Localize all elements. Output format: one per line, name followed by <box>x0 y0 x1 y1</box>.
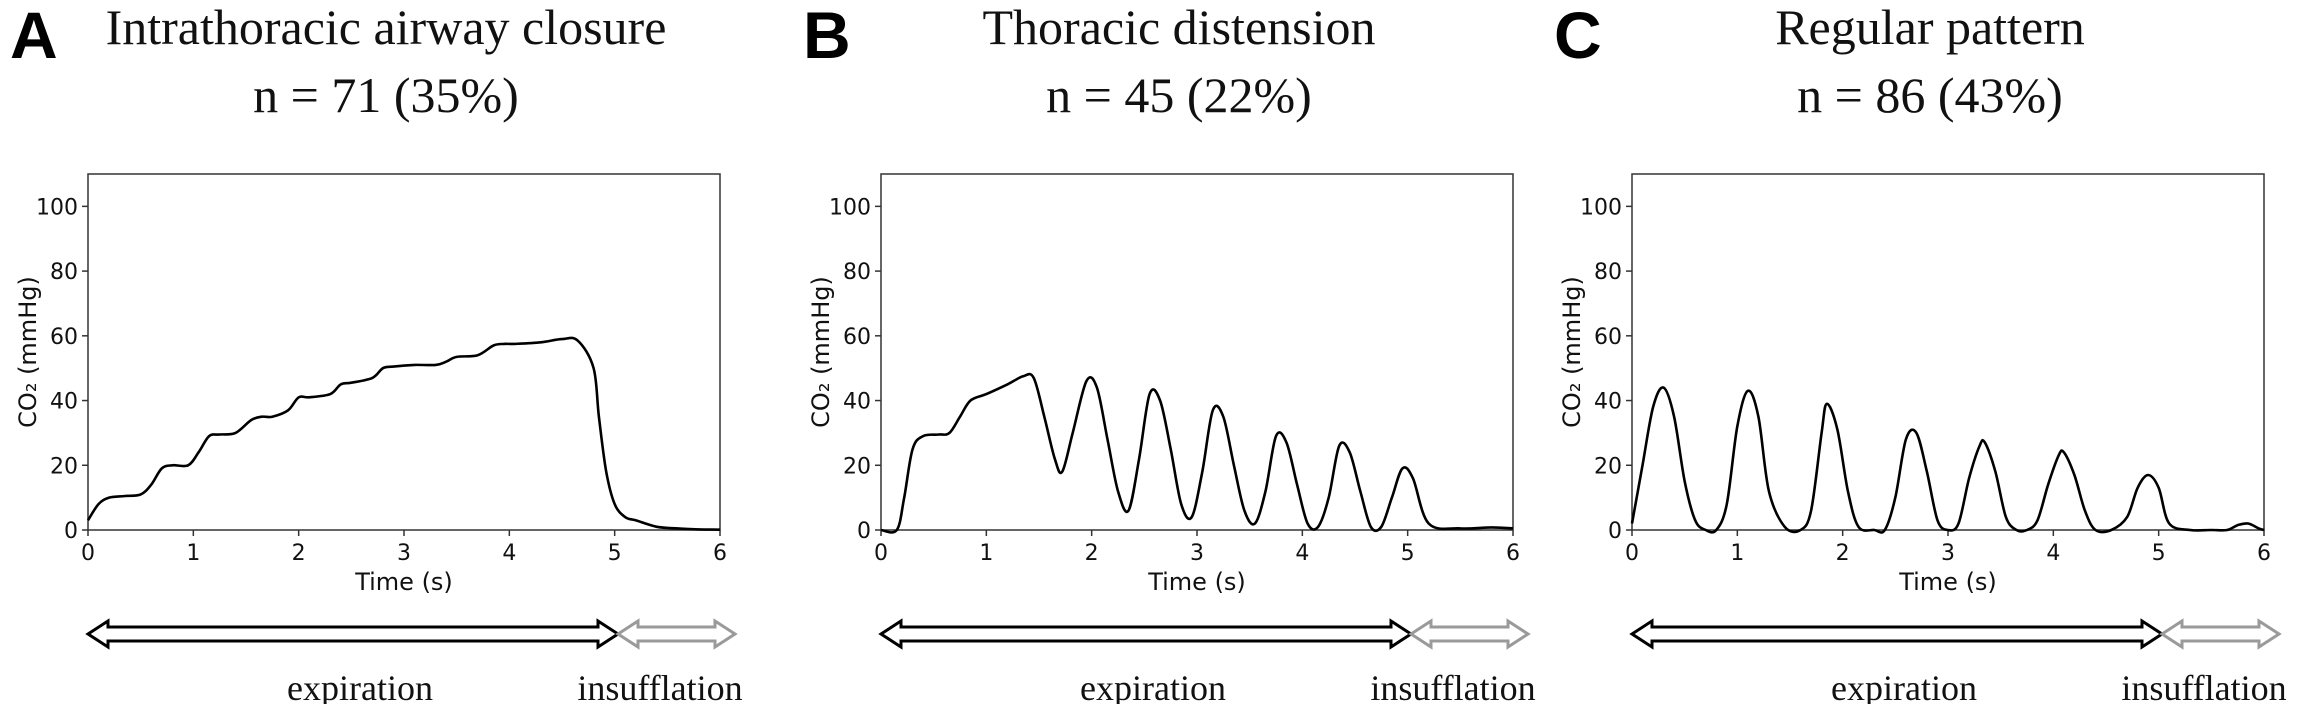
x-axis-label: Time (s) <box>1147 568 1246 596</box>
y-tick-label: 100 <box>1580 195 1622 220</box>
expiration-arrow <box>85 618 621 650</box>
chart-title: Thoracic distension <box>982 0 1376 55</box>
expiration-label: expiration <box>287 668 433 704</box>
x-tick-label: 1 <box>1730 541 1744 566</box>
x-tick-label: 0 <box>1625 541 1639 566</box>
x-tick-label: 2 <box>1085 541 1099 566</box>
y-tick-label: 100 <box>829 195 871 220</box>
insufflation-arrow <box>615 618 738 650</box>
x-axis-label: Time (s) <box>354 568 453 596</box>
x-tick-label: 1 <box>979 541 993 566</box>
insufflation-arrow <box>1408 618 1531 650</box>
y-tick-label: 0 <box>1608 519 1622 544</box>
x-tick-label: 5 <box>608 541 622 566</box>
y-tick-label: 80 <box>1594 260 1622 285</box>
panel-a: A Intrathoracic airway closure n = 71 (3… <box>0 0 772 704</box>
insufflation-label: insufflation <box>2121 668 2286 704</box>
panel-label: A <box>10 0 58 72</box>
x-tick-label: 5 <box>1401 541 1415 566</box>
x-tick-label: 4 <box>1295 541 1309 566</box>
y-tick-label: 100 <box>36 195 78 220</box>
y-tick-label: 60 <box>50 325 78 350</box>
y-axis-label: CO₂ (mmHg) <box>807 276 835 428</box>
plot-frame <box>87 173 721 531</box>
chart-title: Regular pattern <box>1775 0 2085 55</box>
insufflation-arrow <box>2159 618 2282 650</box>
series-line <box>880 372 1514 534</box>
y-tick-label: 20 <box>50 454 78 479</box>
insufflation-label: insufflation <box>577 668 742 704</box>
y-tick-label: 0 <box>857 519 871 544</box>
expiration-arrow <box>1629 618 2165 650</box>
x-tick-label: 0 <box>81 541 95 566</box>
x-tick-label: 5 <box>2152 541 2166 566</box>
y-tick-label: 0 <box>64 519 78 544</box>
y-tick-label: 40 <box>1594 390 1622 415</box>
x-tick-label: 6 <box>2257 541 2271 566</box>
x-tick-label: 4 <box>2046 541 2060 566</box>
y-tick-label: 80 <box>50 260 78 285</box>
x-tick-label: 2 <box>1836 541 1850 566</box>
chart-title: Intrathoracic airway closure <box>105 0 667 55</box>
x-tick-label: 0 <box>874 541 888 566</box>
chart-subtitle: n = 86 (43%) <box>1797 67 2063 123</box>
y-tick-label: 60 <box>1594 325 1622 350</box>
y-tick-label: 40 <box>50 390 78 415</box>
y-tick-label: 80 <box>843 260 871 285</box>
panel-b: B Thoracic distension n = 45 (22%) 0 1 2 3 4… <box>793 0 1565 704</box>
plot-frame <box>880 173 1514 531</box>
expiration-label: expiration <box>1080 668 1226 704</box>
expiration-label: expiration <box>1831 668 1977 704</box>
x-tick-label: 6 <box>713 541 727 566</box>
plot-frame <box>1631 173 2265 531</box>
insufflation-label: insufflation <box>1370 668 1535 704</box>
y-tick-label: 60 <box>843 325 871 350</box>
x-axis-label: Time (s) <box>1898 568 1997 596</box>
series-line <box>1630 386 2265 534</box>
y-tick-label: 20 <box>1594 454 1622 479</box>
panel-label: B <box>803 0 851 72</box>
series-line <box>86 336 721 531</box>
chart-subtitle: n = 71 (35%) <box>253 67 519 123</box>
x-tick-label: 3 <box>1190 541 1204 566</box>
x-tick-label: 2 <box>292 541 306 566</box>
y-axis-label: CO₂ (mmHg) <box>14 276 42 428</box>
y-tick-label: 40 <box>843 390 871 415</box>
x-tick-label: 1 <box>186 541 200 566</box>
y-axis-label: CO₂ (mmHg) <box>1558 276 1586 428</box>
x-tick-label: 4 <box>502 541 516 566</box>
x-tick-label: 6 <box>1506 541 1520 566</box>
expiration-arrow <box>878 618 1414 650</box>
x-tick-label: 3 <box>1941 541 1955 566</box>
panel-label: C <box>1554 0 1602 72</box>
x-tick-label: 3 <box>397 541 411 566</box>
y-tick-label: 20 <box>843 454 871 479</box>
chart-subtitle: n = 45 (22%) <box>1046 67 1312 123</box>
